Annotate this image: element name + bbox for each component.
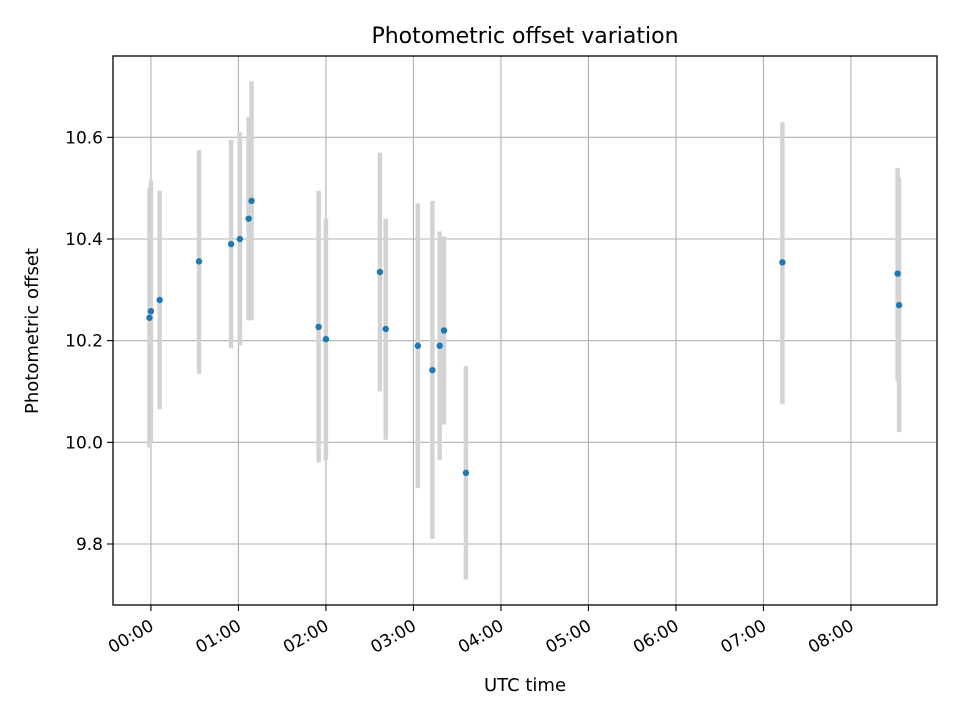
data-point (315, 323, 322, 331)
y-tick-label: 10.2 (65, 332, 103, 352)
x-tick-label: 02:00 (280, 616, 332, 658)
x-tick-label: 07:00 (718, 616, 770, 658)
data-point (462, 469, 470, 477)
data-point (376, 268, 384, 276)
data-point (429, 366, 436, 374)
x-tick-label: 06:00 (630, 616, 682, 658)
y-tick-label: 10.4 (65, 230, 103, 250)
data-points (146, 197, 903, 477)
y-axis-ticks: 9.8 10.0 10.2 10.4 10.6 (65, 128, 113, 555)
data-point (147, 307, 155, 315)
data-point (440, 327, 448, 334)
data-point (322, 335, 330, 343)
x-tick-label: 03:00 (367, 616, 419, 658)
x-tick-label: 00:00 (105, 616, 157, 658)
grid-lines (113, 56, 937, 605)
data-point (436, 342, 443, 349)
chart-title: Photometric offset variation (371, 24, 678, 49)
data-point (382, 325, 389, 333)
data-point (146, 314, 153, 321)
error-bars (147, 81, 902, 580)
data-point (779, 259, 786, 266)
data-point (245, 215, 252, 222)
y-tick-label: 10.6 (65, 128, 103, 148)
y-tick-label: 9.8 (76, 535, 103, 555)
x-tick-label: 04:00 (455, 616, 507, 658)
data-point (895, 301, 903, 309)
y-axis-label: Photometric offset (22, 248, 43, 414)
x-tick-label: 08:00 (805, 616, 857, 658)
data-point (236, 235, 244, 243)
data-point (248, 197, 255, 205)
x-axis-ticks: 00:00 01:00 02:00 03:00 04:00 05:00 06:00 07:00… (105, 605, 857, 658)
data-point (414, 342, 422, 349)
x-tick-label: 01:00 (192, 616, 244, 658)
data-point (156, 296, 163, 304)
x-tick-label: 05:00 (543, 616, 595, 658)
data-point (195, 258, 203, 265)
y-tick-label: 10.0 (65, 433, 103, 453)
plot-frame (112, 55, 938, 606)
data-point (894, 270, 901, 277)
x-axis-label: UTC time (484, 675, 566, 696)
data-point (227, 240, 235, 248)
